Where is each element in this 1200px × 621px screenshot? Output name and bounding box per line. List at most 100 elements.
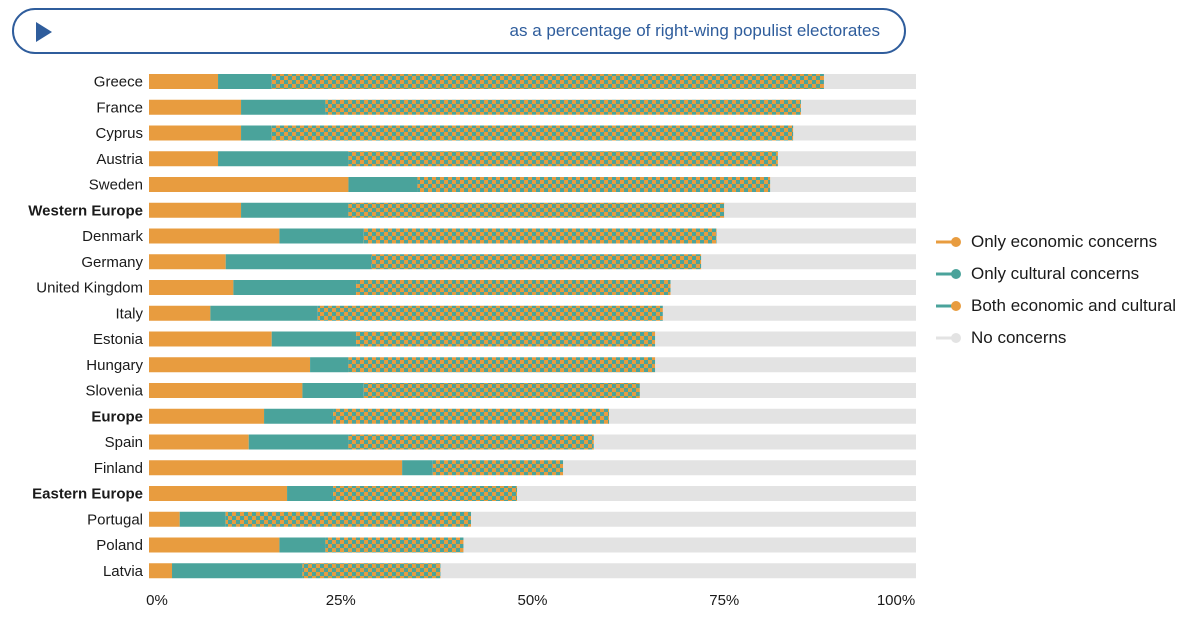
bar-segment-cultural xyxy=(402,460,433,476)
bar-segment-both xyxy=(363,383,640,398)
bar-segment-none xyxy=(670,280,916,295)
category-label: Latvia xyxy=(103,563,144,580)
legend-swatch-economic xyxy=(936,237,961,247)
bar-segment-both xyxy=(271,74,824,89)
x-tick-label: 25% xyxy=(326,592,356,609)
bar-segment-none xyxy=(609,408,916,424)
bar-segment-economic xyxy=(149,537,280,553)
category-label: Greece xyxy=(94,74,143,91)
category-label: Poland xyxy=(96,537,143,554)
bar-segment-both xyxy=(348,202,725,218)
bar-segment-both xyxy=(348,151,778,167)
bar-segment-cultural xyxy=(218,151,349,167)
bar-segment-none xyxy=(701,254,916,270)
bar-segment-economic xyxy=(149,331,272,347)
bar-segment-both xyxy=(356,280,671,295)
bar-segment-economic xyxy=(149,563,173,579)
bar-segment-economic xyxy=(149,511,180,527)
bar-segment-cultural xyxy=(279,537,326,553)
bar-segment-none xyxy=(770,177,916,192)
bar-segment-both xyxy=(271,125,794,141)
bar-segment-none xyxy=(639,383,916,398)
bar-segment-economic xyxy=(149,254,226,270)
category-label: Sweden xyxy=(89,177,143,194)
bar-segment-economic xyxy=(149,151,219,167)
bar-segment-cultural xyxy=(348,177,418,192)
x-tick-label: 50% xyxy=(517,592,547,609)
bar-segment-cultural xyxy=(302,383,364,398)
bar-segment-both xyxy=(325,99,801,115)
legend-swatch-cultural xyxy=(936,269,961,279)
bar-segment-cultural xyxy=(233,280,357,295)
bar-segment-economic xyxy=(149,460,403,476)
category-label: Finland xyxy=(94,460,143,477)
bar-segment-both xyxy=(333,486,518,501)
bar-segment-both xyxy=(348,357,656,373)
chart-header: as a percentage of right-wing populist e… xyxy=(12,8,906,54)
category-label: Italy xyxy=(115,305,143,322)
legend-item-both[interactable]: Both economic and cultural xyxy=(936,290,1176,322)
bar-segment-economic xyxy=(149,228,280,244)
x-tick-label: 75% xyxy=(709,592,739,609)
bar-segment-economic xyxy=(149,177,349,192)
x-tick-label: 100% xyxy=(877,592,915,609)
bar-segment-both xyxy=(333,408,610,424)
category-label: Hungary xyxy=(86,357,143,374)
bar-segment-cultural xyxy=(310,357,349,373)
x-tick-label: 0% xyxy=(146,592,168,609)
bar-segment-both xyxy=(348,434,594,450)
bar-chart: Greece France Cyprus Austria Sweden Western E… xyxy=(28,74,916,609)
category-label: Denmark xyxy=(82,228,143,245)
bar-segment-both xyxy=(225,511,472,527)
bar-segment-cultural xyxy=(248,434,349,450)
category-label: Spain xyxy=(105,434,143,451)
bar-segment-both xyxy=(356,331,656,347)
legend-item-cultural[interactable]: Only cultural concerns xyxy=(936,258,1176,290)
bar-segment-economic xyxy=(149,486,288,501)
bar-segment-economic xyxy=(149,125,242,141)
bar-segment-economic xyxy=(149,408,265,424)
bar-segment-none xyxy=(662,305,916,321)
legend-label: Both economic and cultural xyxy=(971,296,1177,315)
bar-segment-none xyxy=(517,486,916,501)
play-icon[interactable] xyxy=(36,22,52,42)
bar-segment-economic xyxy=(149,280,234,295)
legend-swatch-none xyxy=(936,333,961,343)
bar-segment-none xyxy=(777,151,916,167)
bar-segment-cultural xyxy=(241,99,326,115)
category-label: United Kingdom xyxy=(36,280,143,297)
category-label: Cyprus xyxy=(95,125,143,142)
legend-item-economic[interactable]: Only economic concerns xyxy=(936,226,1176,258)
bar-segment-none xyxy=(655,331,916,347)
bar-segment-both xyxy=(371,254,702,270)
legend-swatch-both xyxy=(936,301,961,311)
legend-label: Only cultural concerns xyxy=(971,264,1140,283)
legend-item-none[interactable]: No concerns xyxy=(936,322,1176,354)
bar-segment-cultural xyxy=(218,74,272,89)
bar-segment-economic xyxy=(149,99,242,115)
bar-segment-cultural xyxy=(210,305,318,321)
bar-segment-none xyxy=(793,125,916,141)
bar-segment-none xyxy=(716,228,916,244)
bar-segment-economic xyxy=(149,383,303,398)
bar-segment-cultural xyxy=(241,202,349,218)
category-label: Eastern Europe xyxy=(32,486,143,503)
bar-segment-economic xyxy=(149,305,211,321)
category-label: Germany xyxy=(81,254,143,271)
category-label: Western Europe xyxy=(28,202,143,219)
bar-segment-none xyxy=(724,202,916,218)
bar-segment-none xyxy=(563,460,916,476)
bar-segment-cultural xyxy=(241,125,272,141)
bar-segment-both xyxy=(417,177,771,192)
bar-segment-none xyxy=(471,511,916,527)
bar-segment-both xyxy=(317,305,663,321)
bar-segment-cultural xyxy=(271,331,357,347)
bar-segment-cultural xyxy=(225,254,372,270)
bar-segment-both xyxy=(432,460,564,476)
legend: Only economic concerns Only cultural conc… xyxy=(936,226,1176,354)
legend-label: Only economic concerns xyxy=(971,232,1158,251)
category-label: Portugal xyxy=(87,511,143,528)
legend-label: No concerns xyxy=(971,328,1067,347)
bar-segment-economic xyxy=(149,74,219,89)
bar-segment-cultural xyxy=(172,563,303,579)
